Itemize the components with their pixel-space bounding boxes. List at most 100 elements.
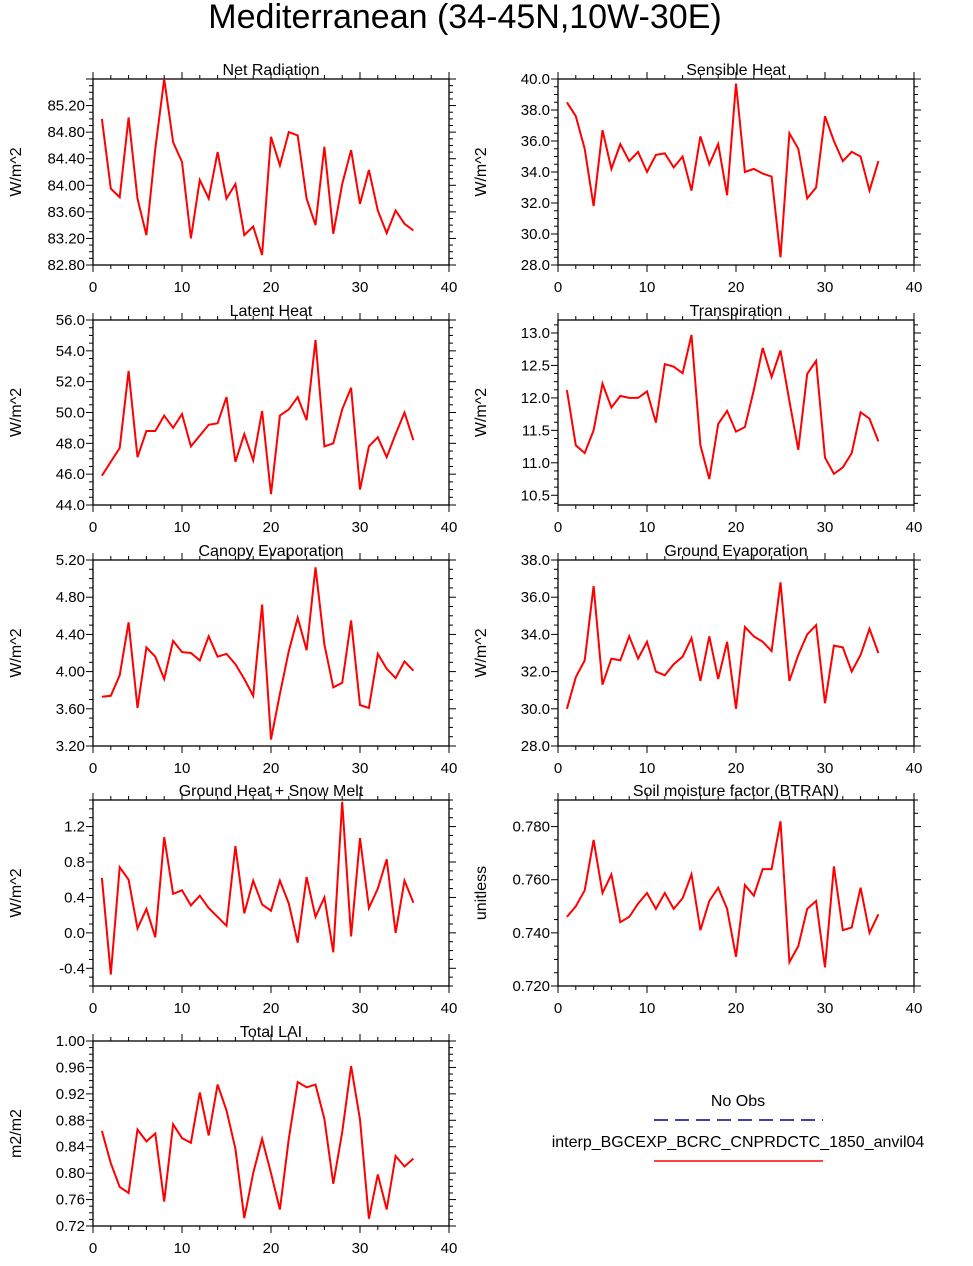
data-point [780, 820, 782, 822]
y-tick-label: 0.84 [56, 1139, 85, 1156]
data-point [815, 900, 817, 902]
data-point [869, 418, 871, 420]
data-point [332, 233, 334, 235]
x-tick-label: 30 [352, 279, 369, 296]
data-point [842, 466, 844, 468]
x-tick-label: 10 [639, 279, 656, 296]
data-point [208, 198, 210, 200]
data-point [699, 680, 701, 682]
data-point [584, 659, 586, 661]
data-point [860, 156, 862, 158]
data-point [288, 1138, 290, 1140]
data-point [404, 880, 406, 882]
plot-frame [557, 799, 915, 987]
data-point [699, 444, 701, 446]
data-point [860, 411, 862, 413]
y-tick-label: 36.0 [521, 589, 550, 606]
data-point [208, 635, 210, 637]
data-point [664, 892, 666, 894]
y-tick-label: 32.0 [521, 664, 550, 681]
x-tick-label: 40 [441, 279, 458, 296]
data-point [288, 903, 290, 905]
data-point [341, 408, 343, 410]
data-point [377, 436, 379, 438]
data-point [270, 493, 272, 495]
data-point [637, 151, 639, 153]
data-point [691, 873, 693, 875]
data-point [404, 223, 406, 225]
x-tick-label: 20 [728, 519, 745, 536]
x-tick-label: 40 [441, 1240, 458, 1257]
data-point [110, 188, 112, 190]
data-point [842, 929, 844, 931]
plot-frame [92, 319, 450, 506]
x-tick-label: 0 [554, 519, 562, 536]
data-point [226, 1109, 228, 1111]
data-point [252, 225, 254, 227]
y-tick-label: 48.0 [56, 435, 85, 452]
data-point [359, 489, 361, 491]
x-tick-label: 30 [817, 760, 834, 777]
data-point [341, 682, 343, 684]
data-point [137, 198, 139, 200]
data-point [217, 916, 219, 918]
y-tick-label: 50.0 [56, 405, 85, 422]
data-point [243, 433, 245, 435]
x-tick-label: 30 [352, 519, 369, 536]
data-point [359, 1119, 361, 1121]
data-point [119, 1186, 121, 1188]
data-point [575, 905, 577, 907]
series-line [566, 83, 880, 258]
data-point [145, 1140, 147, 1142]
legend-obs-label: No Obs [711, 1093, 765, 1110]
data-point [744, 426, 746, 428]
data-point [404, 1166, 406, 1168]
series-line [565, 582, 880, 710]
data-point [593, 585, 595, 587]
data-point [368, 1218, 370, 1220]
data-point [288, 408, 290, 410]
data-point [771, 376, 773, 378]
data-point [610, 407, 612, 409]
panel-title: Total LAI [240, 1024, 302, 1041]
data-point [234, 461, 236, 463]
data-point [771, 176, 773, 178]
y-axis-label: m2/m2 [8, 1109, 25, 1158]
data-point [350, 619, 352, 621]
data-point [815, 624, 817, 626]
data-point [359, 704, 361, 706]
data-point [252, 459, 254, 461]
data-point [208, 907, 210, 909]
y-tick-label: 3.60 [56, 701, 85, 718]
y-tick-label: 38.0 [521, 552, 550, 569]
y-axis-label: W/m^2 [8, 388, 25, 437]
data-point [217, 151, 219, 153]
data-point [163, 415, 165, 417]
data-point [279, 693, 281, 695]
data-point [877, 440, 879, 442]
data-point [412, 1158, 414, 1160]
data-point [842, 160, 844, 162]
data-point [637, 903, 639, 905]
data-point [190, 652, 192, 654]
y-tick-label: 10.5 [521, 487, 550, 504]
data-point [860, 887, 862, 889]
data-point [101, 877, 103, 879]
data-point [404, 660, 406, 662]
data-point [833, 865, 835, 867]
data-point [726, 908, 728, 910]
data-point [306, 1086, 308, 1088]
data-point [359, 837, 361, 839]
data-point [243, 234, 245, 236]
data-point [619, 659, 621, 661]
x-tick-label: 40 [906, 279, 923, 296]
y-tick-label: 84.40 [47, 151, 85, 168]
plot-frame [92, 1040, 450, 1227]
y-tick-label: 11.0 [522, 455, 550, 472]
legend: No Obs interp_BGCEXP_BCRC_CNPRDCTC_1850_… [552, 1093, 924, 1162]
data-point [619, 395, 621, 397]
data-point [323, 644, 325, 646]
data-point [261, 604, 263, 606]
y-tick-label: 4.80 [56, 589, 85, 606]
